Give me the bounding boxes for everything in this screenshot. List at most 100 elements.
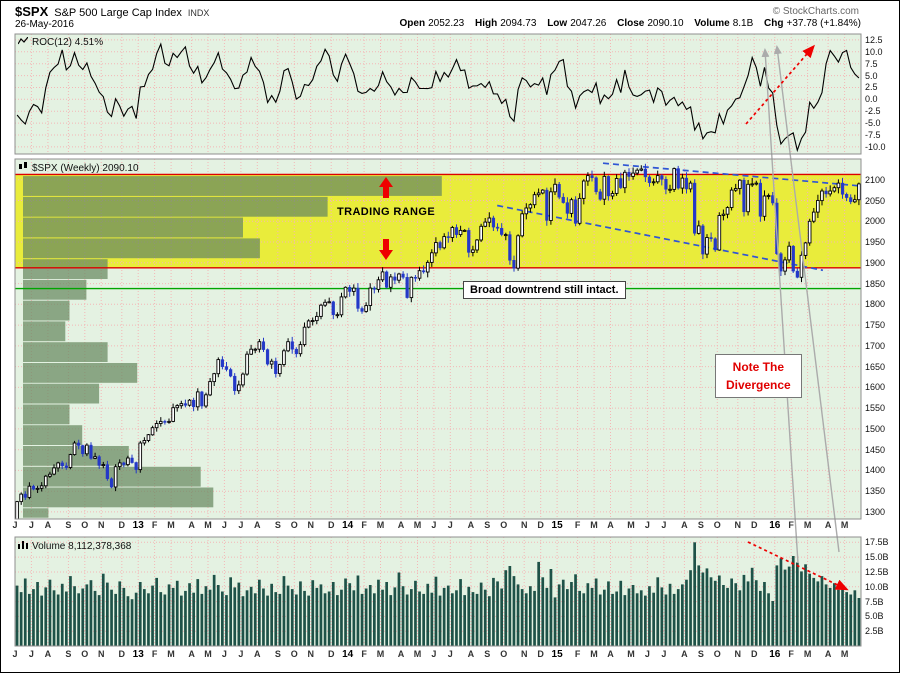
x-axis-label: A xyxy=(188,649,195,659)
volume-bars-icon xyxy=(18,540,28,552)
x-axis-label: N xyxy=(520,520,528,530)
x-axis-label: D xyxy=(327,520,335,530)
x-axis-label: N xyxy=(307,649,314,659)
x-axis-label: J xyxy=(431,649,437,659)
quote-value: 2047.26 xyxy=(570,18,607,29)
price-axis-tick: 1750 xyxy=(865,320,886,331)
x-axis-label: A xyxy=(44,649,52,659)
x-axis-label: J xyxy=(12,520,18,530)
x-axis-label: M xyxy=(204,520,212,530)
x-axis-label: S xyxy=(274,520,281,530)
roc-axis-tick: -7.5 xyxy=(865,129,881,140)
x-axis-label: A xyxy=(824,520,832,530)
quote-strip: Open 2052.23 High 2094.73 Low 2047.26 Close… xyxy=(392,18,861,29)
price-axis-tick: 1350 xyxy=(865,486,886,497)
price-axis-tick: 2100 xyxy=(865,174,886,185)
roc-panel-label: ROC(12) 4.51% xyxy=(17,36,103,48)
price-axis-tick: 1400 xyxy=(865,465,886,476)
x-axis-label: J xyxy=(28,649,34,659)
quote-label: Volume xyxy=(694,18,730,29)
x-axis-label: O xyxy=(81,520,89,530)
roc-axis-tick: -10.0 xyxy=(865,141,886,152)
x-axis-label: M xyxy=(167,649,175,659)
divergence-note-line2: Divergence xyxy=(726,378,791,392)
volume-axis-tick: 17.5B xyxy=(865,537,889,548)
price-axis-tick: 1650 xyxy=(865,361,886,372)
quote-label: Open xyxy=(399,18,426,29)
roc-axis-tick: -2.5 xyxy=(865,106,881,117)
price-axis-tick: 1950 xyxy=(865,237,886,248)
x-axis-label: N xyxy=(97,520,105,530)
x-axis-label: M xyxy=(840,520,849,530)
volume-axis-tick: 2.5B xyxy=(865,626,884,637)
price-axis-tick: 1600 xyxy=(865,382,886,393)
price-axis-tick: 1450 xyxy=(865,444,886,455)
index-name: S&P 500 Large Cap Index xyxy=(54,7,182,19)
x-axis-label: F xyxy=(361,520,367,530)
x-axis-label: S xyxy=(484,649,491,659)
x-axis-label: J xyxy=(238,520,244,530)
chart-title: $SPX S&P 500 Large Cap Index INDX xyxy=(15,4,209,19)
x-axis-label: J xyxy=(221,520,227,530)
x-axis-label: O xyxy=(500,649,508,659)
roc-axis-tick: -5.0 xyxy=(865,118,881,129)
x-axis-label: N xyxy=(307,520,314,530)
x-axis-label: A xyxy=(467,649,475,659)
quote-value: 2094.73 xyxy=(500,18,537,29)
exchange: INDX xyxy=(187,8,210,18)
x-axis-label: O xyxy=(290,649,298,659)
trading-range-annotation: TRADING RANGE xyxy=(337,206,436,218)
volume-panel-label: Volume 8,112,378,368 xyxy=(18,540,131,552)
x-axis-label: D xyxy=(118,649,126,659)
roc-axis-tick: 10.0 xyxy=(865,46,883,57)
x-axis-label: D xyxy=(327,649,335,659)
volume-axis-tick: 7.5B xyxy=(865,596,884,607)
roc-axis-tick: 0.0 xyxy=(865,94,878,105)
downtrend-note: Broad downtrend still intact. xyxy=(463,281,626,299)
price-axis-tick: 2050 xyxy=(865,195,886,206)
quote-value: 2090.10 xyxy=(647,18,684,29)
x-axis-label: M xyxy=(376,520,385,530)
x-axis-label: M xyxy=(803,649,812,659)
chart-date: 26-May-2016 xyxy=(15,19,74,30)
x-axis-label: M xyxy=(627,649,635,659)
x-axis-label: M xyxy=(590,520,598,530)
x-axis-label: 15 xyxy=(551,649,563,660)
x-axis-label: S xyxy=(697,520,704,530)
volume-panel-label-text: Volume 8,112,378,368 xyxy=(32,540,132,552)
quote-label: Low xyxy=(547,18,568,29)
x-axis-label: M xyxy=(840,649,849,659)
x-axis-label: J xyxy=(12,649,18,659)
quote-label: Close xyxy=(617,18,645,29)
x-axis-label: S xyxy=(484,520,491,530)
divergence-note-line1: Note The xyxy=(732,360,785,374)
roc-axis-tick: 12.5 xyxy=(865,34,883,45)
x-axis-label: F xyxy=(788,649,794,659)
x-axis-label: A xyxy=(607,520,614,530)
price-axis-tick: 1850 xyxy=(865,278,886,289)
price-axis-tick: 1900 xyxy=(865,257,886,268)
roc-axis-tick: 2.5 xyxy=(865,82,878,93)
x-axis-label: D xyxy=(750,649,758,659)
x-axis-label: A xyxy=(254,520,261,530)
divergence-note: Note The Divergence xyxy=(715,354,802,398)
x-axis-label: S xyxy=(274,649,281,659)
x-axis-label: N xyxy=(734,649,742,659)
x-axis-label: A xyxy=(397,649,405,659)
x-axis-label: J xyxy=(661,520,667,530)
price-axis-tick: 1500 xyxy=(865,423,886,434)
price-axis-tick: 1550 xyxy=(865,403,886,414)
volume-axis-tick: 12.5B xyxy=(865,566,889,577)
x-axis-label: S xyxy=(697,649,704,659)
x-axis-label: O xyxy=(290,520,298,530)
x-axis-label: A xyxy=(254,649,261,659)
x-axis-label: A xyxy=(681,520,688,530)
x-axis-label: O xyxy=(713,649,721,659)
x-axis-label: A xyxy=(467,520,475,530)
symbol: $SPX xyxy=(15,4,49,19)
x-axis-label: J xyxy=(431,520,437,530)
price-axis-tick: 1800 xyxy=(865,299,886,310)
roc-axis-tick: 7.5 xyxy=(865,58,878,69)
